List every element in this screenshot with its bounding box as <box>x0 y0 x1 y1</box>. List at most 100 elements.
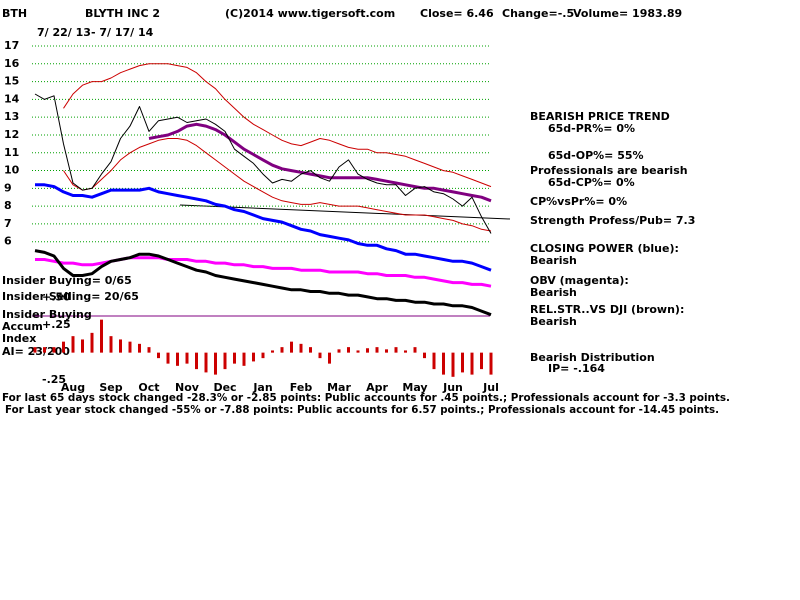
bar <box>138 343 141 353</box>
x-tick-label: Apr <box>366 381 388 394</box>
annotation: Accum <box>2 320 43 333</box>
y-tick-label: 12 <box>4 128 19 141</box>
bar <box>309 347 312 353</box>
bar <box>195 352 198 370</box>
bar <box>404 350 407 353</box>
annotation: 65d-PR%= 0% <box>548 122 635 135</box>
annotation: Professionals are bearish <box>530 164 688 177</box>
annotation: Index <box>2 332 36 345</box>
y-tick-label: 8 <box>4 199 12 212</box>
series-line <box>34 93 492 234</box>
y-tick-label: -.25 <box>42 373 66 386</box>
bar <box>261 352 265 359</box>
bar <box>432 352 436 370</box>
annotation: Strength Profess/Pub= 7.3 <box>530 214 695 227</box>
footer-line: For last 65 days stock changed -28.3% or… <box>2 391 730 404</box>
copyright: (C)2014 www.tigersoft.com <box>225 7 395 20</box>
bar <box>223 352 227 370</box>
y-tick-label: +.50 <box>42 291 71 304</box>
y-tick-label: 15 <box>4 75 19 88</box>
bar <box>185 352 189 364</box>
volume: Volume= 1983.89 <box>573 7 682 20</box>
bar <box>470 352 474 375</box>
annotation: Insider Buying= 0/65 <box>2 274 132 287</box>
bar <box>423 352 426 359</box>
series-line <box>35 183 492 272</box>
bar <box>328 352 331 364</box>
bar <box>204 352 208 373</box>
change: Change=-.5 <box>502 7 574 20</box>
bar <box>242 352 246 366</box>
bar <box>128 341 132 353</box>
bar <box>299 343 303 353</box>
symbol: BTH <box>2 7 27 20</box>
trend-line <box>179 204 511 220</box>
annotation: Insider Selling= 20/65 <box>2 290 139 303</box>
annotation: CLOSING POWER (blue): <box>530 242 679 255</box>
bar <box>43 347 46 353</box>
bar <box>71 336 75 353</box>
annotation: 65d-OP%= 55% <box>548 149 644 162</box>
series-line <box>63 138 492 232</box>
bar <box>147 347 151 353</box>
bar <box>385 349 388 353</box>
y-tick-label: 17 <box>4 39 19 52</box>
x-tick-label: Nov <box>175 381 200 394</box>
x-tick-label: Dec <box>213 381 236 394</box>
bar <box>252 352 255 362</box>
bar <box>480 352 483 370</box>
y-tick-label: 11 <box>4 146 19 159</box>
bar <box>337 349 341 353</box>
series-line <box>34 249 492 317</box>
bar <box>109 336 113 353</box>
x-tick-label: Oct <box>138 381 159 394</box>
x-tick-label: Mar <box>327 381 351 394</box>
bar <box>100 319 103 353</box>
bar <box>461 352 464 373</box>
bar <box>356 350 360 353</box>
annotation: OBV (magenta): <box>530 274 629 287</box>
y-tick-label: 13 <box>4 110 19 123</box>
annotation: CP%vsPr%= 0% <box>530 195 627 208</box>
annotation: REL.STR..VS DJI (brown): <box>530 303 684 316</box>
y-tick-label: 10 <box>4 164 20 177</box>
bar <box>413 347 417 353</box>
bar <box>394 347 398 353</box>
annotation: Bearish <box>530 286 577 299</box>
annotation: Bearish <box>530 315 577 328</box>
bar <box>90 332 94 353</box>
bar <box>81 339 84 353</box>
x-tick-label: Jan <box>252 381 272 394</box>
x-tick-label: Aug <box>61 381 85 394</box>
series-line <box>63 63 492 188</box>
bar <box>52 347 56 353</box>
annotation: Insider Buying <box>2 308 92 321</box>
bar <box>347 347 350 353</box>
y-tick-label: 6 <box>4 235 12 248</box>
date-range: 7/ 22/ 13- 7/ 17/ 14 <box>37 26 154 39</box>
bar <box>119 339 122 353</box>
footer-line: For Last year stock changed -55% or -7.8… <box>5 403 719 416</box>
y-tick-label: 16 <box>4 57 20 70</box>
bar <box>442 352 445 375</box>
annotation: Bearish <box>530 254 577 267</box>
annotation: BEARISH PRICE TREND <box>530 110 670 123</box>
bar <box>33 347 37 353</box>
bar <box>214 352 217 375</box>
bar <box>62 341 65 353</box>
annotation: Bearish Distribution <box>530 351 655 364</box>
bar <box>157 352 160 359</box>
chart-title: BLYTH INC 2 <box>85 7 160 20</box>
bar <box>166 352 170 364</box>
annotation: 65d-CP%= 0% <box>548 176 635 189</box>
bar <box>375 347 379 353</box>
annotation: IP= -.164 <box>548 362 605 375</box>
bar <box>366 348 369 353</box>
x-tick-label: May <box>402 381 427 394</box>
x-tick-label: Feb <box>290 381 313 394</box>
y-tick-label: 9 <box>4 181 12 194</box>
bar <box>451 352 455 377</box>
bar <box>318 352 322 359</box>
close: Close= 6.46 <box>420 7 494 20</box>
